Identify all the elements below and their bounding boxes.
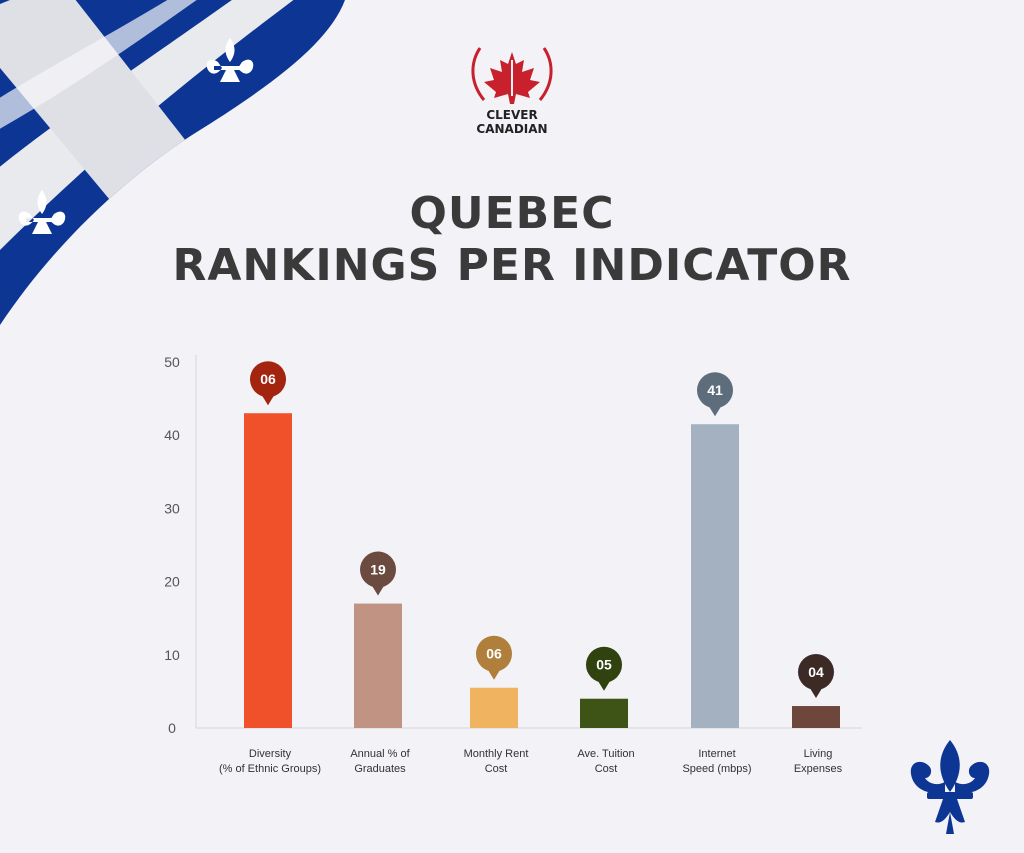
- rank-label: 05: [596, 657, 612, 673]
- rank-label: 41: [707, 382, 723, 398]
- page-title-line2: RANKINGS PER INDICATOR: [172, 240, 852, 291]
- bar: [691, 424, 739, 728]
- rank-label: 04: [808, 664, 824, 680]
- y-tick-label: 10: [164, 647, 180, 663]
- x-tick-label: Graduates: [354, 763, 406, 775]
- x-tick-label: Monthly Rent: [464, 748, 529, 760]
- x-tick-label: Speed (mbps): [682, 763, 751, 775]
- rank-marker: [250, 361, 286, 398]
- y-tick-label: 0: [168, 720, 176, 736]
- bar: [244, 413, 292, 728]
- rank-label: 06: [486, 646, 502, 662]
- brand-line2: CANADIAN: [476, 122, 548, 136]
- x-tick-label: Internet: [698, 748, 735, 760]
- y-tick-label: 30: [164, 500, 180, 516]
- maple-leaf-icon: [471, 47, 553, 104]
- rank-label: 19: [370, 562, 386, 578]
- page-title-line1: QUEBEC: [409, 188, 615, 239]
- bar: [580, 698, 628, 728]
- rank-marker: [360, 551, 396, 588]
- bar: [354, 603, 402, 728]
- fleur-de-lis-icon: [206, 38, 254, 82]
- y-tick-label: 20: [164, 574, 180, 590]
- bar: [792, 706, 840, 728]
- rank-marker: [697, 372, 733, 409]
- bar: [470, 687, 518, 728]
- rank-label: 06: [260, 371, 276, 387]
- x-tick-label: Annual % of: [350, 748, 410, 760]
- rank-marker: [476, 635, 512, 672]
- quebec-flag-corner: [0, 0, 345, 325]
- rank-marker: [586, 646, 622, 683]
- y-tick-label: 40: [164, 427, 180, 443]
- rank-marker: [798, 654, 834, 691]
- clever-canadian-logo: CLEVER CANADIAN: [462, 38, 562, 136]
- x-tick-label: Expenses: [794, 763, 843, 775]
- x-tick-label: Living: [804, 748, 833, 760]
- x-tick-label: Cost: [595, 763, 618, 775]
- x-tick-label: Cost: [485, 763, 508, 775]
- x-tick-label: (% of Ethnic Groups): [219, 763, 321, 775]
- fleur-de-lis-bottom-icon: [910, 740, 990, 834]
- x-tick-label: Ave. Tuition: [577, 748, 634, 760]
- y-tick-label: 50: [164, 354, 180, 370]
- x-tick-label: Diversity: [249, 748, 292, 760]
- brand-line1: CLEVER: [486, 108, 538, 122]
